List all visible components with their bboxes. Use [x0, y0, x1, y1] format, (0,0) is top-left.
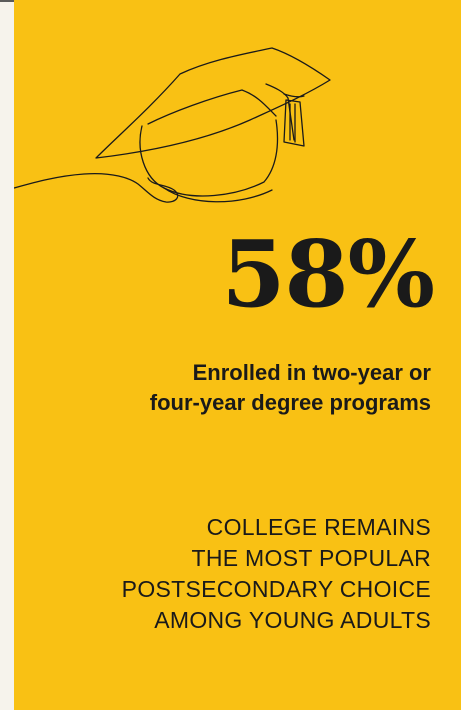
stat-percentage: 58% [221, 220, 435, 328]
subtitle-line: four-year degree programs [149, 390, 431, 415]
caption-line: COLLEGE REMAINS [206, 514, 431, 540]
subtitle-line: Enrolled in two-year or [192, 360, 431, 385]
stat-subtitle: Enrolled in two-year or four-year degree… [31, 358, 431, 418]
top-border-line [0, 0, 14, 2]
stat-card: 58% Enrolled in two-year or four-year de… [14, 0, 461, 710]
page-margin [0, 0, 15, 710]
graduation-cap-icon [14, 47, 331, 203]
caption-line: THE MOST POPULAR [191, 545, 431, 571]
caption-line: POSTSECONDARY CHOICE [121, 576, 431, 602]
caption-line: AMONG YOUNG ADULTS [154, 607, 431, 633]
stat-caption: COLLEGE REMAINS THE MOST POPULAR POSTSEC… [14, 512, 431, 636]
